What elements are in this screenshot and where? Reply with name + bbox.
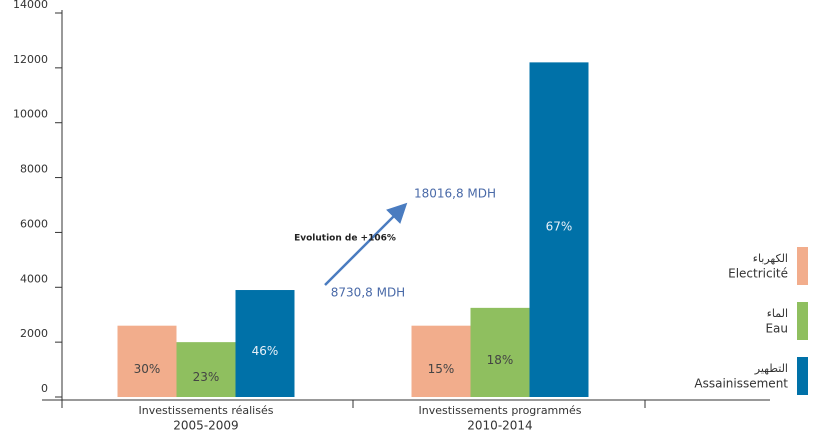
- y-tick-label: 6000: [20, 217, 48, 230]
- share-label: 18%: [487, 353, 514, 367]
- bar: [235, 290, 295, 397]
- share-label: 67%: [546, 220, 573, 234]
- x-tick-period: 2010-2014: [467, 419, 532, 433]
- share-label: 30%: [134, 362, 161, 376]
- legend-swatch: [797, 247, 808, 285]
- legend-swatch: [797, 302, 808, 340]
- legend-swatch: [797, 357, 808, 395]
- y-tick-label: 2000: [20, 327, 48, 340]
- y-tick-label: 10000: [13, 108, 48, 121]
- y-tick-label: 14000: [13, 0, 48, 11]
- bar: [176, 342, 236, 397]
- legend-label-ar: الكهرباء: [753, 252, 788, 265]
- x-tick-period: 2005-2009: [173, 419, 238, 433]
- y-tick-label: 12000: [13, 53, 48, 66]
- legend-label-ar: التطهير: [754, 362, 788, 375]
- evolution-arrow: [324, 202, 408, 286]
- y-tick-label: 8000: [20, 163, 48, 176]
- bar: [117, 325, 177, 397]
- legend-label: Eau: [765, 322, 788, 336]
- x-tick-label: Investissements programmés: [419, 404, 582, 417]
- start-total: 8730,8 MDH: [331, 286, 405, 300]
- share-label: 15%: [428, 362, 455, 376]
- share-label: 23%: [193, 370, 220, 384]
- legend-label: Electricité: [728, 267, 788, 281]
- x-tick-label: Investissements réalisés: [139, 404, 274, 417]
- share-label: 46%: [252, 344, 279, 358]
- bar: [470, 307, 530, 397]
- end-total: 18016,8 MDH: [414, 187, 496, 201]
- evolution-label: Evolution de +106%: [294, 234, 396, 244]
- bar: [529, 62, 589, 397]
- bar: [411, 325, 471, 397]
- legend-label: Assainissement: [694, 377, 788, 391]
- y-tick-label: 4000: [20, 272, 48, 285]
- legend-label-ar: الماء: [767, 307, 788, 320]
- y-tick-label: 0: [41, 382, 48, 395]
